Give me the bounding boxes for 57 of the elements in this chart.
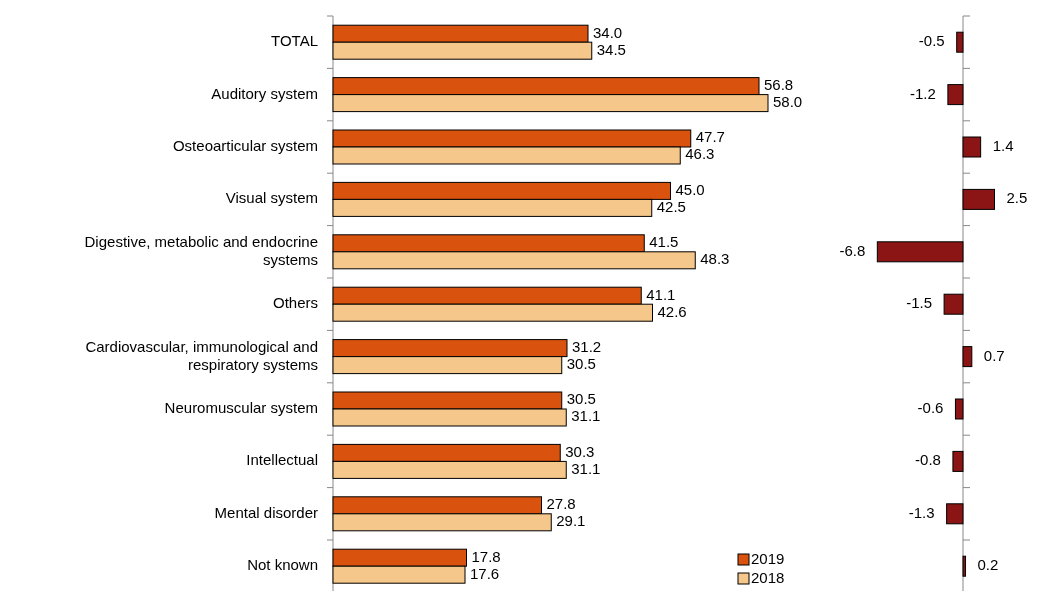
y-tick-label: Neuromuscular system <box>164 398 318 416</box>
bar <box>962 136 982 158</box>
data-label: 30.5 <box>566 390 596 408</box>
data-label: 56.8 <box>764 76 794 94</box>
data-label: 17.6 <box>470 564 500 582</box>
data-label: 46.3 <box>685 145 715 163</box>
bar <box>962 188 995 210</box>
data-label: 30.3 <box>565 442 595 460</box>
data-label: 58.0 <box>773 93 803 111</box>
y-tick-label: Cardiovascular, immunological and respiratory systems <box>85 337 318 373</box>
data-label: -0.8 <box>915 451 941 469</box>
data-label: 29.1 <box>556 512 586 530</box>
bar <box>956 31 964 53</box>
y-tick-label: Auditory system <box>211 84 318 102</box>
data-label: 34.0 <box>593 23 623 41</box>
data-label: 48.3 <box>700 250 730 268</box>
data-label: 45.0 <box>675 180 705 198</box>
y-tick-label: Mental disorder <box>214 503 318 521</box>
data-label: 31.1 <box>571 459 601 477</box>
data-label: 31.2 <box>572 338 602 356</box>
bar <box>943 293 964 315</box>
data-label: 1.4 <box>992 136 1014 154</box>
data-label: -6.8 <box>839 241 866 259</box>
y-tick-label: Visual system <box>225 189 318 207</box>
data-label: 47.7 <box>695 128 725 146</box>
y-tick-label: Others <box>272 294 318 312</box>
data-label: 42.6 <box>657 302 687 320</box>
data-label: 0.2 <box>977 556 999 574</box>
legend-label: 2018 <box>751 568 785 586</box>
legend-label: 2019 <box>751 549 785 567</box>
data-label: -0.6 <box>917 398 944 416</box>
data-label: -0.5 <box>918 32 945 50</box>
data-label: 41.1 <box>646 285 676 303</box>
y-tick-label: Intellectual <box>246 451 318 469</box>
data-label: -1.3 <box>908 503 935 521</box>
data-label: 0.7 <box>983 346 1005 364</box>
data-label: 30.5 <box>566 355 596 373</box>
data-label: -1.5 <box>906 294 933 312</box>
bar <box>946 503 964 525</box>
bar <box>962 555 967 577</box>
data-label: 31.1 <box>571 407 601 425</box>
y-tick-label: Not known <box>247 556 318 574</box>
bar <box>952 450 964 472</box>
y-tick-label: TOTAL <box>271 32 318 50</box>
bar <box>876 241 964 263</box>
data-label: 42.5 <box>656 197 686 215</box>
y-tick-label: Osteoarticular system <box>172 136 318 154</box>
bar <box>954 398 964 420</box>
data-label: 27.8 <box>546 495 576 513</box>
data-label: 2.5 <box>1006 189 1028 207</box>
data-label: 41.5 <box>649 233 679 251</box>
data-label: 34.5 <box>596 40 626 58</box>
data-label: 17.8 <box>471 547 501 565</box>
data-label: -1.2 <box>910 84 936 102</box>
bar <box>962 346 973 368</box>
bar <box>947 84 964 106</box>
y-tick-label: Digestive, metabolic and endocrine systems <box>84 232 318 268</box>
